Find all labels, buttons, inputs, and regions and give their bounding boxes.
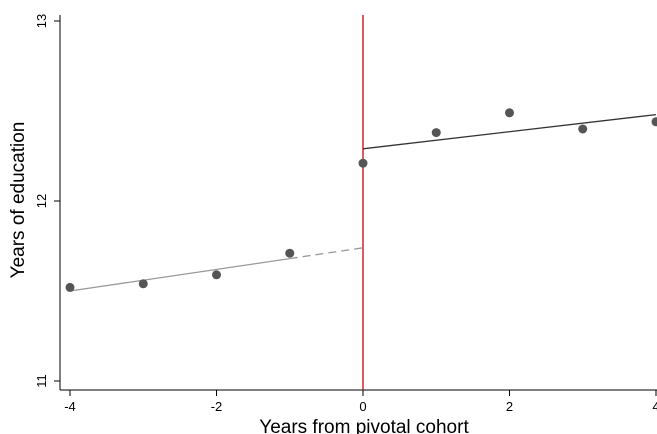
x-tick-label: 2 <box>506 399 513 414</box>
x-tick-label: 4 <box>652 399 657 414</box>
data-point <box>505 108 514 118</box>
fit-line-pre <box>69 257 290 292</box>
x-tick-label: -2 <box>211 399 223 414</box>
y-axis-title: Years of education <box>8 122 29 279</box>
data-point <box>212 270 221 280</box>
data-point <box>578 124 588 134</box>
x-axis-title: Years from pivotal cohort <box>259 417 469 434</box>
y-tick-label: 13 <box>34 14 49 28</box>
y-tick-label: 12 <box>34 194 49 208</box>
x-axis-ticks: -4 -2 0 2 4 <box>64 390 657 414</box>
data-point <box>285 248 295 258</box>
plot-area: -4 -2 0 2 4 11 12 13 <box>34 14 657 414</box>
data-point <box>431 128 441 138</box>
data-point <box>65 282 75 292</box>
data-points <box>65 108 657 292</box>
fit-lines <box>69 113 657 292</box>
data-point <box>358 158 368 168</box>
data-point <box>138 279 148 289</box>
x-tick-label: 0 <box>359 399 366 414</box>
data-point <box>651 117 657 127</box>
y-axis-ticks: 11 12 13 <box>34 14 60 388</box>
fit-line-post <box>362 113 657 150</box>
x-tick-label: -4 <box>64 399 76 414</box>
fit-line-pre-extrapolation <box>289 247 364 260</box>
y-tick-label: 11 <box>34 374 49 388</box>
